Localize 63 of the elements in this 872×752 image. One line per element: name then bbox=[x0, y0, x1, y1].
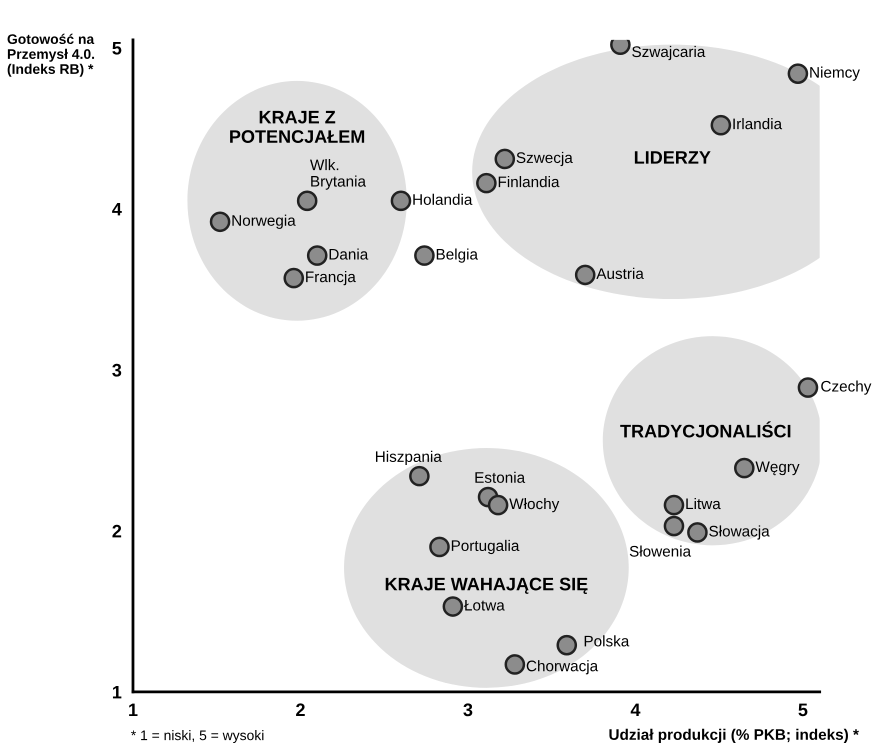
point bbox=[734, 458, 755, 478]
text: * 1 = niski, 5 = wysoki bbox=[131, 730, 264, 743]
point bbox=[664, 516, 684, 536]
x-axis-title: Udział produkcji (% PKB; indeks) * bbox=[609, 728, 859, 743]
annotation: Norwegia bbox=[232, 214, 296, 229]
y-tick-label: 4 bbox=[112, 203, 122, 216]
point bbox=[390, 190, 412, 212]
point bbox=[442, 596, 464, 617]
annotation: Hiszpania bbox=[376, 450, 442, 466]
point bbox=[494, 148, 516, 170]
annotation: Belgia bbox=[436, 248, 478, 263]
annotation: Litwa bbox=[686, 498, 721, 510]
x-tick-label: 1 bbox=[129, 704, 138, 716]
annotation: Czechy bbox=[821, 380, 872, 395]
annotation: TRADYCJONALIŚCI bbox=[620, 421, 790, 438]
annotation: Węgry bbox=[755, 462, 800, 476]
annotation: Portugalia bbox=[452, 540, 520, 554]
annotation: Słowenia bbox=[630, 545, 692, 557]
annotation: Włochy bbox=[509, 498, 560, 512]
annotation: Polska bbox=[584, 635, 630, 646]
y-tick-label: 2 bbox=[112, 524, 122, 538]
point bbox=[429, 536, 450, 558]
annotation: Dania bbox=[330, 248, 368, 260]
point bbox=[488, 494, 508, 516]
y-tick-label: 3 bbox=[112, 364, 122, 377]
point bbox=[788, 63, 808, 84]
point bbox=[306, 245, 328, 266]
point bbox=[210, 211, 230, 232]
x-tick-label: 4 bbox=[630, 704, 640, 716]
annotation: Francja bbox=[306, 270, 356, 286]
x-tick-label: 3 bbox=[463, 703, 472, 716]
annotation: Słowacja bbox=[709, 525, 770, 540]
annotation: Estonia bbox=[475, 472, 526, 483]
point bbox=[283, 268, 304, 288]
point bbox=[476, 172, 497, 194]
annotation: Szwajcaria bbox=[632, 46, 706, 60]
annotation: Łotwa bbox=[464, 600, 505, 611]
annotation: LIDERZY bbox=[634, 151, 711, 164]
point bbox=[710, 114, 732, 136]
annotation: Holandia bbox=[413, 194, 472, 205]
point bbox=[574, 264, 596, 286]
point bbox=[414, 245, 435, 266]
annotation: Irlandia bbox=[733, 118, 782, 130]
annotation: Wlk. Brytania bbox=[310, 159, 366, 190]
point bbox=[798, 377, 818, 398]
point bbox=[409, 466, 430, 486]
annotation: Niemcy bbox=[810, 66, 860, 81]
point bbox=[504, 654, 526, 675]
point bbox=[687, 522, 708, 543]
point bbox=[556, 634, 578, 656]
y-tick-label: 5 bbox=[112, 42, 122, 55]
annotation: Szwecja bbox=[516, 152, 573, 166]
annotation: Finlandia bbox=[498, 176, 560, 188]
annotation: Austria bbox=[596, 268, 644, 279]
y-axis-title: Gotowość na Przemysł 4.0. (Indeks RB) * bbox=[8, 34, 94, 77]
y-tick-label: 1 bbox=[112, 686, 122, 698]
annotation: KRAJE Z POTENCJAŁEM bbox=[230, 110, 364, 143]
annotation: KRAJE WAHAJĄCE SIĘ bbox=[386, 578, 588, 594]
annotation: Chorwacja bbox=[526, 660, 598, 674]
point bbox=[296, 190, 318, 212]
point bbox=[664, 494, 684, 516]
x-tick-label: 5 bbox=[798, 704, 808, 716]
x-tick-label: 2 bbox=[296, 703, 305, 716]
